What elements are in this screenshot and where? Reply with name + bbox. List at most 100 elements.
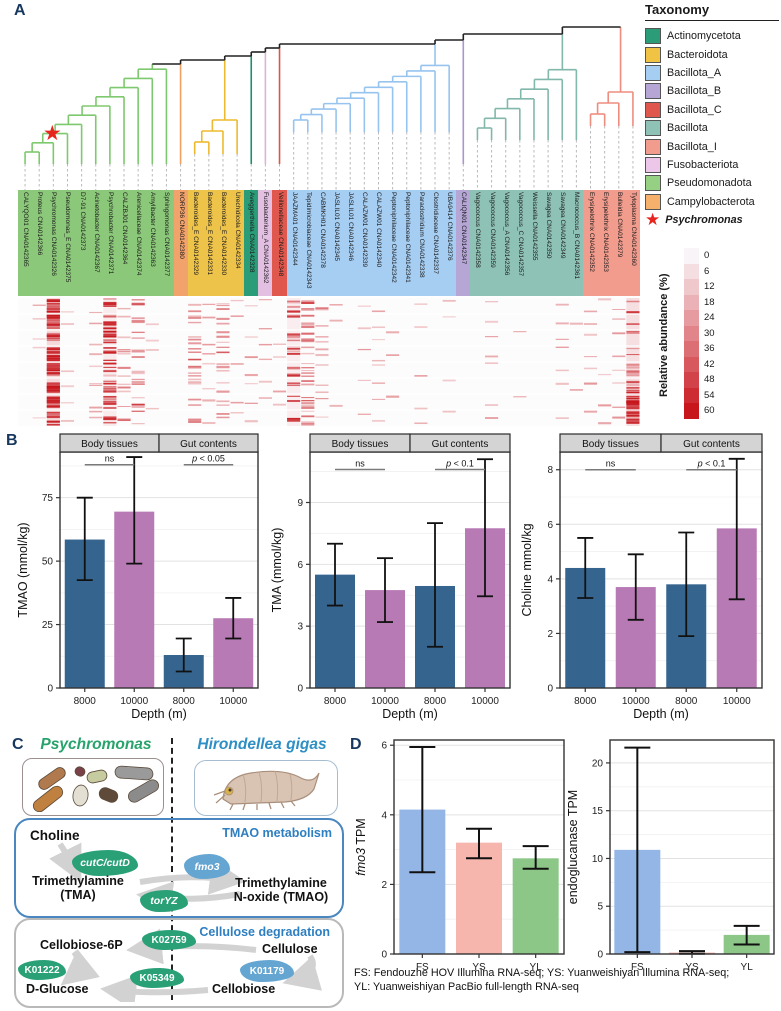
heatmap-cell xyxy=(46,387,60,389)
heatmap-cell xyxy=(131,397,145,399)
tmao-label-line1: Trimethylamine xyxy=(235,876,327,890)
heatmap-cell xyxy=(414,303,428,305)
heatmap-cell xyxy=(626,403,640,406)
legend-swatch xyxy=(645,175,661,192)
heatmap-cell xyxy=(626,400,640,403)
phylum-band-Bacillota_A xyxy=(286,190,457,296)
heatmap-cell xyxy=(371,339,386,341)
heatmap-cell xyxy=(32,304,46,306)
panel-d-label: D xyxy=(350,736,362,753)
taxon-label: Vagococcus_C CNA0142357 xyxy=(516,192,524,277)
taxon-label: D7-91 CNA0142373 xyxy=(78,192,86,251)
phylum-band-Bacillota_I xyxy=(583,190,640,296)
heatmap-cell xyxy=(131,302,145,305)
heatmap-cell xyxy=(103,399,117,401)
bacterium-icon xyxy=(72,784,89,807)
heatmap-cell xyxy=(598,298,612,301)
legend-item-label: Bacillota_A xyxy=(667,66,722,79)
heatmap-cell xyxy=(612,332,626,335)
y-tick-label: 15 xyxy=(592,806,604,817)
y-axis-title: TMA (mmol/kg) xyxy=(270,528,284,613)
heatmap-cell xyxy=(202,362,216,365)
heatmap-cell xyxy=(230,315,244,317)
heatmap-cell xyxy=(103,396,117,398)
heatmap-cell xyxy=(46,332,60,335)
heatmap-cell xyxy=(46,368,60,370)
heatmap-cell xyxy=(46,320,60,323)
heatmap-cell xyxy=(117,366,131,369)
heatmap-cell xyxy=(216,317,230,320)
colorbar-block xyxy=(684,279,699,295)
heatmap-cell xyxy=(46,359,60,362)
heatmap-cell xyxy=(188,375,202,377)
heatmap-cell xyxy=(485,320,499,323)
heatmap-cell xyxy=(46,299,60,302)
heatmap-cell xyxy=(188,366,202,369)
taxa-band: CALYQO01 CNA0142365 Proteus CNA0142366 Psy… xyxy=(18,190,640,296)
heatmap-cell xyxy=(46,423,60,426)
significance-label: ns xyxy=(355,459,365,469)
heatmap-cell xyxy=(103,391,117,393)
heatmap-cell xyxy=(131,317,145,320)
bacteria-illustration xyxy=(32,765,159,813)
heatmap-cell xyxy=(272,390,287,393)
heatmap-cell xyxy=(188,348,202,350)
heatmap-cell xyxy=(329,319,343,322)
heatmap-cell xyxy=(626,367,640,369)
taxon-label: Arenicellaceae CNA0142374 xyxy=(135,192,143,276)
heatmap-cell xyxy=(188,338,202,341)
heatmap-cell xyxy=(46,411,60,413)
heatmap-cell xyxy=(46,352,60,355)
legend-item: Bacillota_I xyxy=(645,137,779,155)
tma-bar-chart: ns p < 0.1 Body tissues Gut contents 0 3 6 9 800… xyxy=(268,430,516,727)
taxon-label: Bacteroides_E CNA0142329 xyxy=(191,192,199,276)
facet-label: Body tissues xyxy=(582,439,639,450)
heatmap-cell xyxy=(287,348,301,350)
heatmap-cell xyxy=(46,307,60,309)
psychromonas-star-icon: ★ xyxy=(43,122,62,145)
heatmap-cell xyxy=(287,352,301,355)
facet-strip xyxy=(158,433,259,453)
heatmap-cell xyxy=(612,355,626,358)
heatmap-cell xyxy=(371,419,386,422)
heatmap-cell xyxy=(46,402,60,404)
heatmap-cell xyxy=(46,363,60,366)
heatmap-cell xyxy=(103,403,117,405)
heatmap-cell xyxy=(103,359,117,361)
y-tick-label: 50 xyxy=(42,557,54,568)
bacterium-icon xyxy=(114,765,154,781)
choline-bar-chart: ns p < 0.1 Body tissues Gut contents 0 2 4 6 8 80… xyxy=(518,430,768,727)
bar-YL xyxy=(512,858,559,954)
heatmap-row-gap xyxy=(18,409,640,411)
x-axis-title: Depth (m) xyxy=(633,707,689,721)
heatmap-cell xyxy=(287,400,301,402)
heatmap-cell xyxy=(117,406,131,408)
legend-item: Actinomycetota xyxy=(645,27,779,45)
heatmap-cell xyxy=(89,365,103,368)
heatmap-cell xyxy=(301,346,315,349)
y-tick-label: 2 xyxy=(547,629,553,640)
heatmap-cell xyxy=(371,326,386,329)
choline-label: Choline xyxy=(30,828,80,843)
heatmap-cell xyxy=(32,338,46,340)
heatmap-cell xyxy=(612,308,626,310)
heatmap-cell xyxy=(117,352,131,355)
y-tick-label: 20 xyxy=(592,758,604,769)
phylum-band-Bacillota_B xyxy=(456,190,471,296)
heatmap-cell xyxy=(301,338,315,341)
heatmap-cell xyxy=(103,323,117,326)
heatmap-cell xyxy=(131,331,145,334)
heatmap-cell xyxy=(258,358,272,361)
heatmap-cell xyxy=(301,352,315,355)
heatmap-cell xyxy=(188,383,202,385)
heatmap-cell xyxy=(386,395,400,398)
heatmap-cell xyxy=(216,346,230,348)
heatmap-cell xyxy=(46,406,60,408)
heatmap-cell xyxy=(626,331,640,334)
heatmap-cell xyxy=(315,348,329,351)
y-tick-label: 9 xyxy=(297,498,303,509)
facet-label: Gut contents xyxy=(683,439,740,450)
heatmap-cell xyxy=(287,310,301,312)
heatmap-cell xyxy=(301,340,315,343)
heatmap-cell xyxy=(131,403,145,406)
